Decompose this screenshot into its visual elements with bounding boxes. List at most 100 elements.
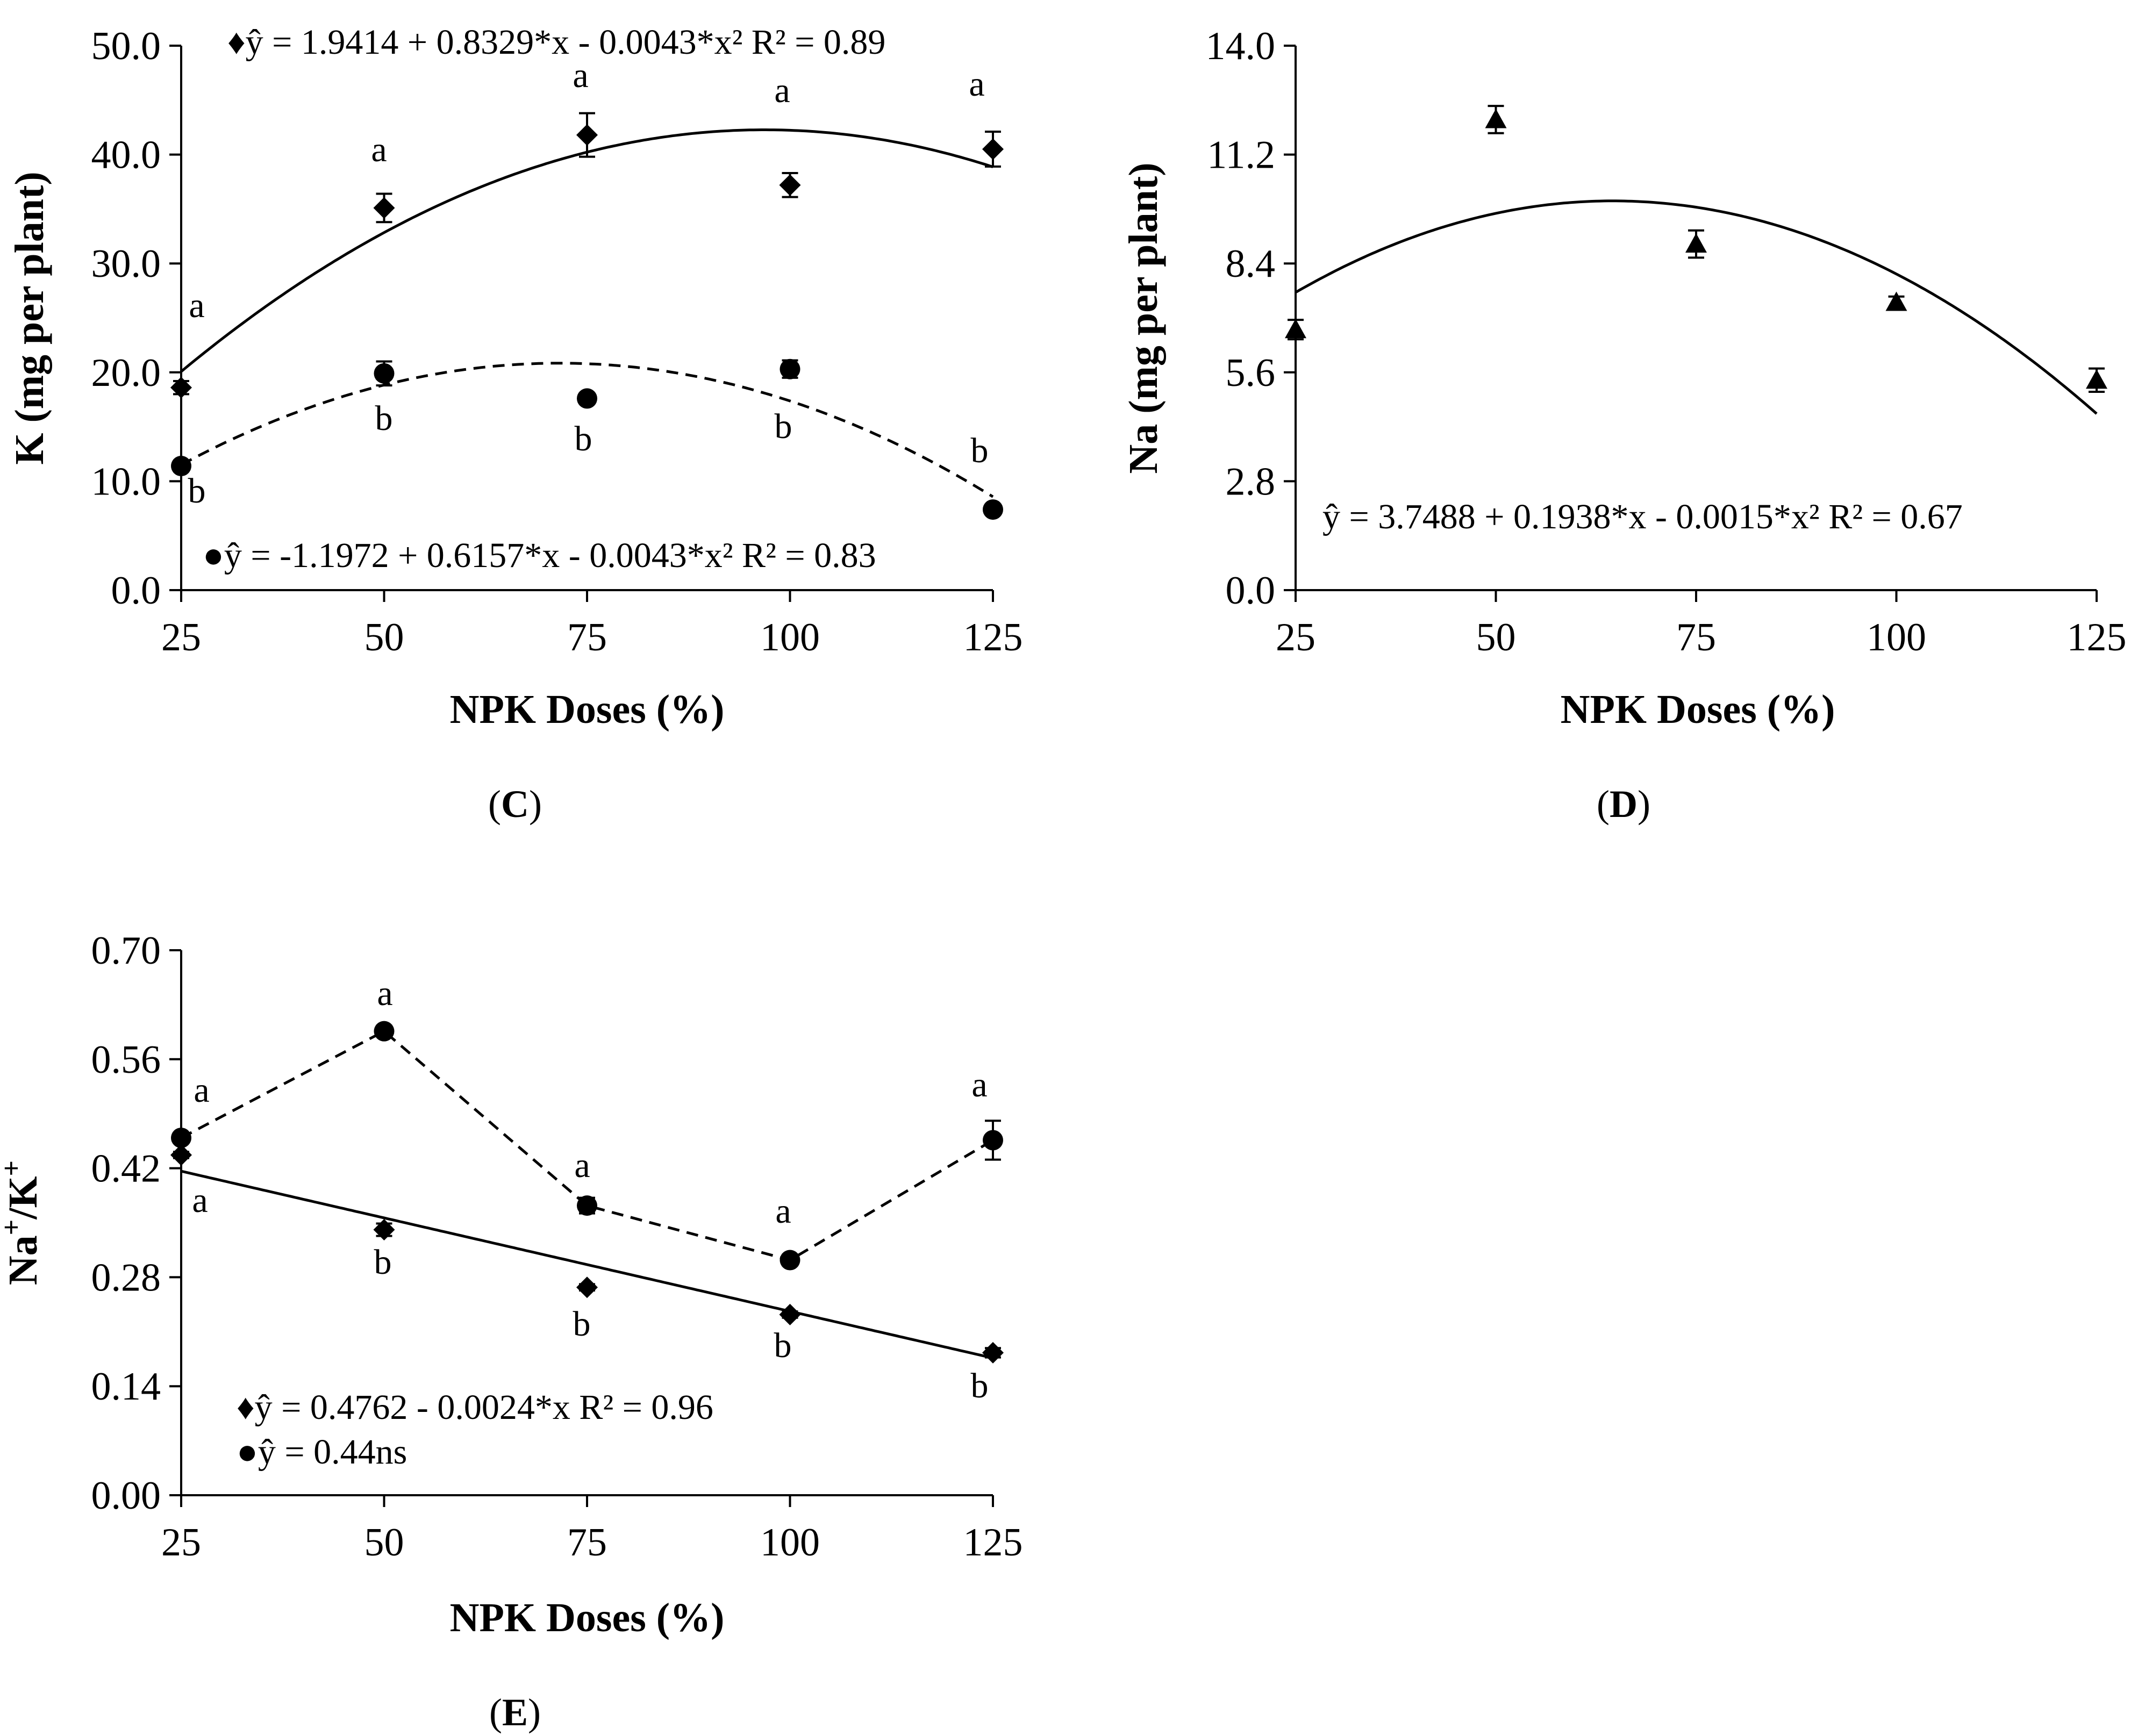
- x-axis-title: NPK Doses (%): [450, 687, 725, 732]
- x-tick-label: 125: [963, 615, 1023, 659]
- data-point-diamond: [982, 138, 1004, 160]
- fit-curve: [180, 128, 993, 373]
- data-point-diamond: [576, 1276, 598, 1299]
- x-tick-label: 75: [567, 615, 607, 659]
- panel-label-part: (: [488, 783, 501, 826]
- connecting-line: [180, 1029, 994, 1262]
- significance-letter: a: [194, 1071, 209, 1110]
- y-tick-label: 8.4: [1226, 242, 1276, 286]
- data-point-triangle: [1685, 233, 1707, 253]
- data-point-triangle: [2086, 369, 2107, 389]
- data-point-circle: [983, 499, 1003, 520]
- data-point-diamond: [373, 197, 395, 219]
- significance-letter: a: [971, 1065, 987, 1104]
- data-point-circle: [780, 1250, 800, 1271]
- significance-letter: b: [971, 431, 989, 470]
- y-tick-label: 20.0: [91, 351, 161, 395]
- panel-label-part: D: [1610, 783, 1638, 826]
- significance-letter: b: [575, 419, 592, 458]
- x-tick-label: 100: [760, 1520, 820, 1565]
- y-tick-label: 10.0: [91, 460, 161, 504]
- y-axis-title: K (mg per plant): [7, 171, 52, 464]
- panel-label-part: E: [502, 1691, 528, 1734]
- y-axis-title: Na (mg per plant): [1121, 162, 1166, 474]
- significance-letter: a: [774, 71, 790, 110]
- panel-label: (E): [489, 1691, 541, 1734]
- y-tick-label: 0.14: [91, 1365, 161, 1409]
- y-tick-label: 0.70: [91, 929, 161, 973]
- data-point-circle: [171, 1128, 191, 1149]
- data-point-diamond: [170, 377, 192, 399]
- x-tick-label: 50: [1476, 615, 1516, 659]
- data-point-circle: [171, 456, 191, 477]
- series-triangle: ŷ = 3.7488 + 0.1938*x - 0.0015*x² R² = 0…: [1285, 105, 2107, 536]
- regression-equation: ●ŷ = 0.44ns: [237, 1432, 407, 1472]
- y-tick-label: 0.28: [91, 1256, 161, 1300]
- fit-curve: [181, 1170, 993, 1360]
- data-point-diamond: [576, 124, 598, 146]
- regression-equation: ŷ = 3.7488 + 0.1938*x - 0.0015*x² R² = 0…: [1322, 497, 1963, 536]
- significance-letter: a: [371, 130, 387, 169]
- y-tick-label: 11.2: [1207, 133, 1275, 177]
- y-tick-label: 40.0: [91, 133, 161, 177]
- y-tick-label: 0.0: [1226, 569, 1276, 613]
- significance-letter: b: [375, 399, 393, 438]
- x-tick-label: 75: [1676, 615, 1716, 659]
- regression-equation: ♦ŷ = 1.9414 + 0.8329*x - 0.0043*x² R² = …: [227, 23, 885, 62]
- significance-letter: a: [574, 1146, 590, 1185]
- panel-label-part: (: [489, 1691, 502, 1734]
- series-diamond: a b b b b ♦ŷ = 0.4762 - 0.0024*x R² = 0.96: [170, 1144, 1004, 1427]
- data-point-diamond: [170, 1144, 192, 1166]
- x-tick-label: 75: [567, 1520, 607, 1565]
- fit-curve: [180, 362, 994, 498]
- significance-letter: a: [775, 1192, 791, 1231]
- regression-equation: ♦ŷ = 0.4762 - 0.0024*x R² = 0.96: [237, 1388, 713, 1427]
- data-point-diamond: [779, 1303, 801, 1325]
- significance-letter: a: [377, 974, 392, 1013]
- significance-letter: a: [969, 64, 984, 104]
- series-circle: b b b b b ●ŷ = -1.1972 + 0.6157*x - 0.0043*x²…: [171, 358, 1003, 575]
- data-point-circle: [780, 358, 800, 379]
- panel-label-part: ): [1638, 783, 1650, 826]
- data-point-diamond: [982, 1342, 1004, 1364]
- y-tick-label: 30.0: [91, 242, 161, 286]
- x-axis-title: NPK Doses (%): [1561, 687, 1835, 732]
- data-point-diamond: [779, 174, 801, 196]
- regression-equation: ●ŷ = -1.1972 + 0.6157*x - 0.0043*x² R² =…: [203, 536, 876, 575]
- significance-letter: b: [775, 407, 792, 446]
- data-point-circle: [983, 1130, 1003, 1151]
- y-axis-title-part: +: [0, 1219, 27, 1236]
- y-tick-label: 0.56: [91, 1038, 161, 1082]
- x-tick-label: 100: [1867, 615, 1926, 659]
- data-point-circle: [374, 363, 395, 384]
- x-tick-label: 25: [1276, 615, 1315, 659]
- y-tick-label: 0.42: [91, 1147, 161, 1191]
- significance-letter: a: [573, 56, 588, 95]
- significance-letter: a: [189, 286, 204, 325]
- x-tick-label: 100: [760, 615, 820, 659]
- y-tick-label: 50.0: [91, 24, 161, 68]
- significance-letter: b: [188, 471, 206, 511]
- series-diamond: aaa a a♦ŷ = 1.9414 + 0.8329*x - 0.0043*x² …: [170, 23, 1004, 399]
- series-circle: a a a a a ●ŷ = 0.44ns: [171, 974, 1003, 1472]
- y-tick-label: 0.0: [111, 569, 161, 613]
- y-axis-title-part: /K: [1, 1176, 46, 1219]
- data-point-triangle: [1485, 109, 1507, 128]
- data-point-circle: [577, 388, 597, 409]
- panel-label-part: (: [1597, 783, 1610, 826]
- panel-label-part: ): [528, 1691, 541, 1734]
- x-tick-label: 125: [2067, 615, 2127, 659]
- data-point-triangle: [1285, 319, 1306, 339]
- panel-label: (C): [488, 783, 542, 826]
- y-tick-label: 2.8: [1226, 460, 1276, 504]
- panel-label: (D): [1597, 783, 1650, 826]
- significance-letter: b: [374, 1243, 392, 1282]
- y-axis-title-part: +: [0, 1160, 27, 1177]
- x-tick-label: 50: [364, 615, 404, 659]
- y-axis-title-part: Na: [1, 1235, 46, 1285]
- x-tick-label: 50: [364, 1520, 404, 1565]
- y-axis-title: Na+/K+: [0, 1160, 46, 1285]
- panel-label-part: ): [529, 783, 542, 826]
- significance-letter: b: [971, 1366, 989, 1405]
